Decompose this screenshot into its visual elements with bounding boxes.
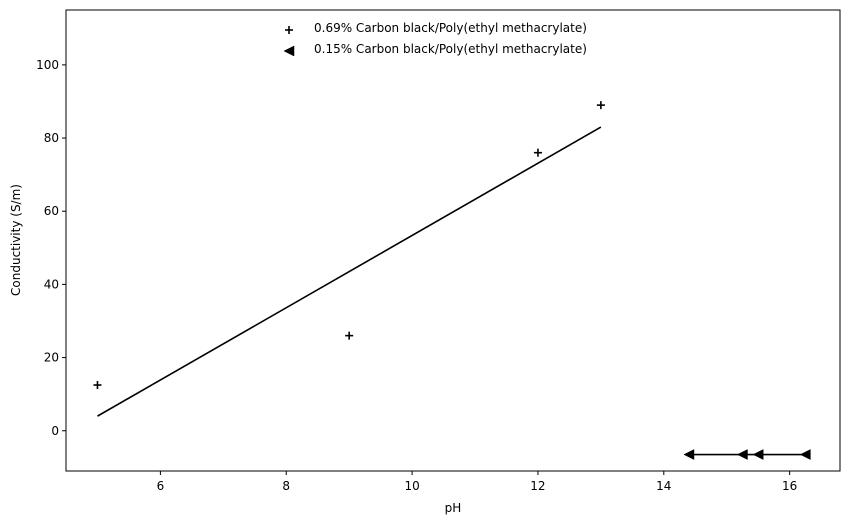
x-axis-title: pH (445, 501, 462, 515)
legend-triangle-glyph (283, 45, 295, 57)
y-tick-label: 0 (51, 424, 59, 438)
legend-marker-plus (285, 26, 293, 34)
plot-layer (93, 101, 811, 460)
y-tick-label: 60 (44, 204, 59, 218)
x-tick-label: 6 (157, 479, 165, 493)
y-tick-label: 20 (44, 351, 59, 365)
x-tick-label: 14 (656, 479, 671, 493)
data-point-series-1 (345, 331, 354, 340)
x-tick-label: 16 (782, 479, 797, 493)
legend-label-series-1: 0.69% Carbon black/Poly(ethyl methacryla… (314, 21, 587, 35)
plot-frame (65, 9, 841, 472)
x-tick-label: 8 (282, 479, 290, 493)
ticks-layer: 6 8 10 12 14 16 0 20 40 60 80 100 (36, 58, 797, 493)
data-point-series-2 (752, 449, 764, 460)
data-point-series-1 (533, 148, 542, 157)
x-tick-label: 12 (530, 479, 545, 493)
y-tick-label: 100 (36, 58, 59, 72)
legend: 0.69% Carbon black/Poly(ethyl methacryla… (283, 21, 587, 57)
data-point-series-1 (93, 381, 102, 390)
legend-label-series-2: 0.15% Carbon black/Poly(ethyl methacryla… (314, 42, 587, 56)
x-tick-label: 10 (404, 479, 419, 493)
data-point-series-1 (596, 101, 605, 110)
data-point-series-2 (799, 449, 811, 460)
y-tick-label: 40 (44, 277, 59, 291)
y-tick-label: 80 (44, 131, 59, 145)
data-point-series-2 (736, 449, 748, 460)
fit-line-series-1 (97, 126, 602, 417)
y-axis-title: Conductivity (S/m) (9, 184, 23, 296)
data-point-series-2 (683, 449, 695, 460)
legend-plus-glyph (285, 26, 293, 34)
legend-marker-triangle (283, 45, 295, 57)
